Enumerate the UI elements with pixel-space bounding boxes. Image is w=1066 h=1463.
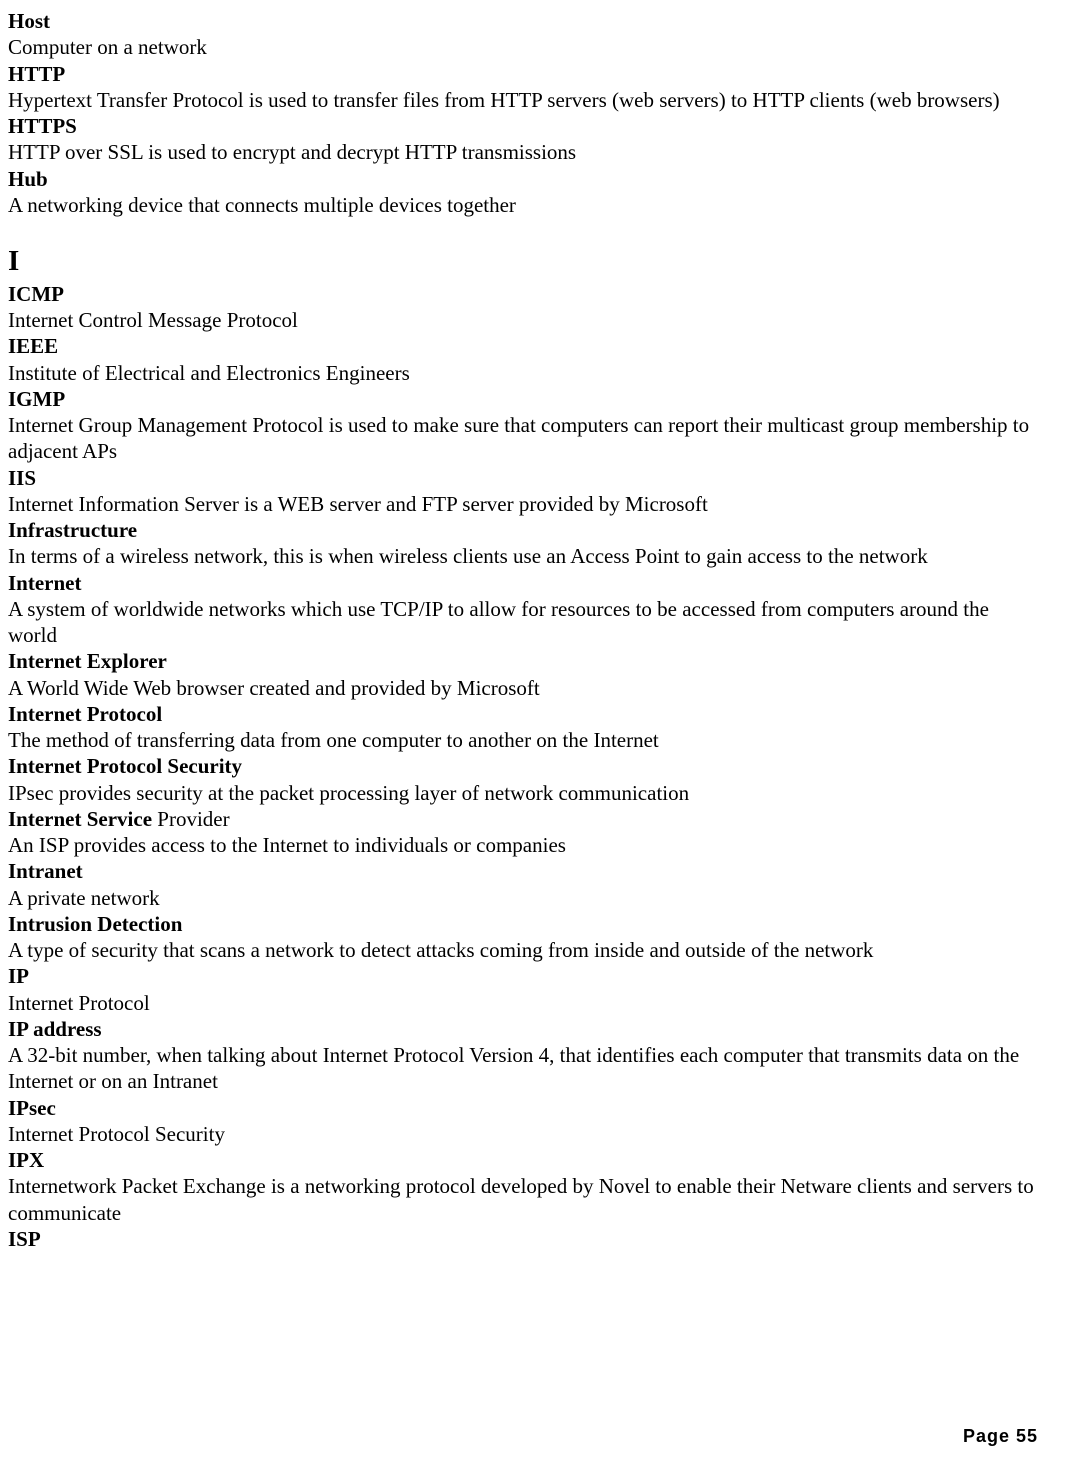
term: IPX <box>8 1147 1038 1173</box>
definition: Internet Group Management Protocol is us… <box>8 412 1038 465</box>
term: Internet Protocol Security <box>8 753 1038 779</box>
definition: A networking device that connects multip… <box>8 192 1038 218</box>
term: IEEE <box>8 333 1038 359</box>
term: Infrastructure <box>8 517 1038 543</box>
definition: Internet Control Message Protocol <box>8 307 1038 333</box>
page: Host Computer on a network HTTP Hypertex… <box>0 0 1066 1463</box>
definition: HTTP over SSL is used to encrypt and dec… <box>8 139 1038 165</box>
definition: In terms of a wireless network, this is … <box>8 543 1038 569</box>
term: Host <box>8 8 1038 34</box>
glossary-entry: Internet Explorer A World Wide Web brows… <box>8 648 1038 701</box>
glossary-entry: Host Computer on a network <box>8 8 1038 61</box>
term-bold-part: Internet Service <box>8 807 157 831</box>
term: Internet Explorer <box>8 648 1038 674</box>
glossary-entry: Internet Protocol The method of transfer… <box>8 701 1038 754</box>
term: Intrusion Detection <box>8 911 1038 937</box>
glossary-entry: ICMP Internet Control Message Protocol <box>8 281 1038 334</box>
definition: A World Wide Web browser created and pro… <box>8 675 1038 701</box>
term: Internet <box>8 570 1038 596</box>
definition: An ISP provides access to the Internet t… <box>8 832 1038 858</box>
definition: A type of security that scans a network … <box>8 937 1038 963</box>
glossary-entry: ISP <box>8 1226 1038 1252</box>
glossary-entry: Internet Protocol Security IPsec provide… <box>8 753 1038 806</box>
definition: Hypertext Transfer Protocol is used to t… <box>8 87 1038 113</box>
term: HTTPS <box>8 113 1038 139</box>
term: IP address <box>8 1016 1038 1042</box>
glossary-entry: IEEE Institute of Electrical and Electro… <box>8 333 1038 386</box>
definition: Internet Protocol Security <box>8 1121 1038 1147</box>
term-plain-part: Provider <box>157 807 229 831</box>
definition: IPsec provides security at the packet pr… <box>8 780 1038 806</box>
term: Intranet <box>8 858 1038 884</box>
term: IIS <box>8 465 1038 491</box>
glossary-entry: Intranet A private network <box>8 858 1038 911</box>
term: HTTP <box>8 61 1038 87</box>
definition: Institute of Electrical and Electronics … <box>8 360 1038 386</box>
term: ICMP <box>8 281 1038 307</box>
term: ISP <box>8 1226 1038 1252</box>
term: Internet Service Provider <box>8 807 230 831</box>
definition: Internetwork Packet Exchange is a networ… <box>8 1173 1038 1226</box>
term: IPsec <box>8 1095 1038 1121</box>
glossary-entry: Intrusion Detection A type of security t… <box>8 911 1038 964</box>
glossary-entry: HTTPS HTTP over SSL is used to encrypt a… <box>8 113 1038 166</box>
definition: A system of worldwide networks which use… <box>8 596 1038 649</box>
glossary-entry: Internet Service Provider An ISP provide… <box>8 806 1038 859</box>
glossary-entry: IGMP Internet Group Management Protocol … <box>8 386 1038 465</box>
glossary-entry: IP Internet Protocol <box>8 963 1038 1016</box>
definition: A 32-bit number, when talking about Inte… <box>8 1042 1038 1095</box>
term: IGMP <box>8 386 1038 412</box>
term: IP <box>8 963 1038 989</box>
glossary-entry: IIS Internet Information Server is a WEB… <box>8 465 1038 518</box>
glossary-entry: Infrastructure In terms of a wireless ne… <box>8 517 1038 570</box>
glossary-entry: Internet A system of worldwide networks … <box>8 570 1038 649</box>
glossary-entry: IPX Internetwork Packet Exchange is a ne… <box>8 1147 1038 1226</box>
glossary-entry: IP address A 32-bit number, when talking… <box>8 1016 1038 1095</box>
definition: Internet Protocol <box>8 990 1038 1016</box>
term: Hub <box>8 166 1038 192</box>
definition: Internet Information Server is a WEB ser… <box>8 491 1038 517</box>
definition: The method of transferring data from one… <box>8 727 1038 753</box>
glossary-entry: Hub A networking device that connects mu… <box>8 166 1038 219</box>
glossary-entry: HTTP Hypertext Transfer Protocol is used… <box>8 61 1038 114</box>
glossary-entry: IPsec Internet Protocol Security <box>8 1095 1038 1148</box>
definition: A private network <box>8 885 1038 911</box>
section-heading: I <box>8 244 1038 279</box>
definition: Computer on a network <box>8 34 1038 60</box>
page-number: Page 55 <box>963 1426 1038 1447</box>
term: Internet Protocol <box>8 701 1038 727</box>
